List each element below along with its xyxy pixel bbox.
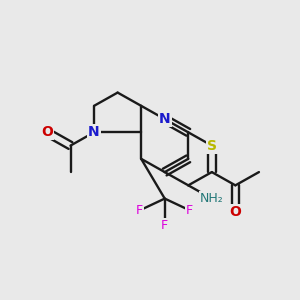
Text: F: F: [161, 219, 168, 232]
Text: N: N: [159, 112, 170, 126]
Text: F: F: [136, 204, 143, 217]
Text: NH₂: NH₂: [200, 192, 224, 205]
Text: O: O: [230, 205, 241, 219]
Text: N: N: [88, 125, 100, 139]
Text: O: O: [41, 125, 53, 139]
Text: S: S: [207, 139, 217, 153]
Text: F: F: [186, 204, 193, 217]
